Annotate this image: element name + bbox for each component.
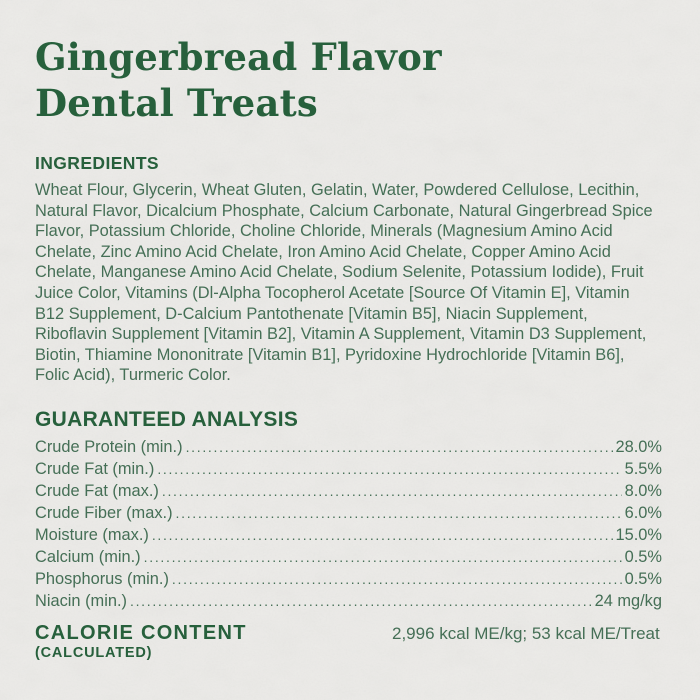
guaranteed-analysis-table: Crude Protein (min.) 28.0% Crude Fat (mi…: [35, 436, 662, 612]
analysis-row-dot-leader: [130, 590, 592, 612]
analysis-row-label: Phosphorus (min.): [35, 569, 169, 588]
analysis-row-label: Niacin (min.): [35, 591, 127, 610]
ingredients-text: Wheat Flour, Glycerin, Wheat Gluten, Gel…: [35, 181, 653, 385]
analysis-row: Crude Fat (max.) 8.0%: [35, 480, 662, 502]
analysis-row: Crude Protein (min.) 28.0%: [35, 436, 662, 458]
analysis-row-value: 24 mg/kg: [594, 591, 662, 610]
analysis-row-dot-leader: [152, 524, 613, 546]
analysis-row-dot-leader: [172, 568, 622, 590]
analysis-row-label: Moisture (max.): [35, 525, 149, 544]
ingredients-heading: INGREDIENTS: [35, 153, 159, 173]
analysis-row-value: 28.0%: [615, 437, 662, 456]
product-title-line2: Dental Treats: [35, 81, 318, 125]
calorie-content-heading: CALORIE CONTENT: [35, 621, 247, 644]
analysis-row-dot-leader: [176, 502, 622, 524]
guaranteed-analysis-heading: GUARANTEED ANALYSIS: [35, 407, 299, 431]
analysis-row-label: Crude Protein (min.): [35, 437, 183, 456]
calorie-content-value: 2,996 kcal ME/kg; 53 kcal ME/Treat: [392, 623, 660, 643]
analysis-row: Crude Fiber (max.) 6.0%: [35, 502, 662, 524]
analysis-row-dot-leader: [162, 480, 622, 502]
analysis-row-value: 6.0%: [624, 503, 662, 522]
product-title: Gingerbread Flavor Dental Treats: [35, 34, 662, 126]
analysis-row-label: Crude Fat (min.): [35, 459, 155, 478]
analysis-row-value: 0.5%: [624, 569, 662, 588]
analysis-row-value: 15.0%: [615, 525, 662, 544]
analysis-row-dot-leader: [186, 436, 613, 458]
analysis-row: Niacin (min.) 24 mg/kg: [35, 590, 662, 612]
calorie-heading-block: CALORIE CONTENT (CALCULATED): [35, 622, 392, 662]
analysis-row: Moisture (max.) 15.0%: [35, 524, 662, 546]
analysis-row-dot-leader: [144, 546, 622, 568]
label-content: Gingerbread Flavor Dental Treats INGREDI…: [0, 0, 700, 662]
analysis-row-value: 0.5%: [624, 547, 662, 566]
analysis-row-label: Calcium (min.): [35, 547, 141, 566]
analysis-row-value: 8.0%: [624, 481, 662, 500]
analysis-row: Phosphorus (min.) 0.5%: [35, 568, 662, 590]
analysis-row-label: Crude Fat (max.): [35, 481, 159, 500]
product-title-line1: Gingerbread Flavor: [35, 35, 442, 79]
analysis-row: Calcium (min.) 0.5%: [35, 546, 662, 568]
analysis-row-dot-leader: [157, 458, 621, 480]
calorie-content-subheading: (CALCULATED): [35, 644, 153, 661]
analysis-row: Crude Fat (min.) 5.5%: [35, 458, 662, 480]
analysis-row-value: 5.5%: [624, 459, 662, 478]
analysis-row-label: Crude Fiber (max.): [35, 503, 173, 522]
calorie-content-section: CALORIE CONTENT (CALCULATED) 2,996 kcal …: [35, 622, 662, 662]
